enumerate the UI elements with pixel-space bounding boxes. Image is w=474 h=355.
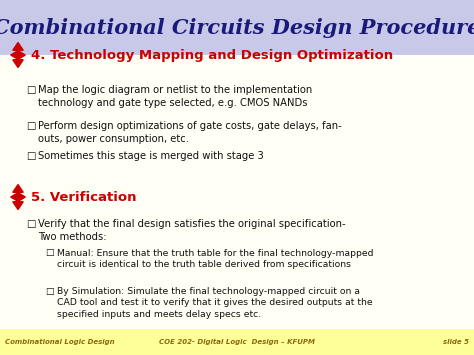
Polygon shape	[13, 185, 23, 192]
Bar	[0, 329, 474, 355]
Text: slide 5: slide 5	[443, 339, 469, 345]
Text: □: □	[26, 121, 36, 131]
Text: □: □	[26, 85, 36, 95]
Polygon shape	[13, 60, 23, 67]
Text: Perform design optimizations of gate costs, gate delays, fan-
outs, power consum: Perform design optimizations of gate cos…	[38, 121, 342, 143]
Text: COE 202- Digital Logic  Design – KFUPM: COE 202- Digital Logic Design – KFUPM	[159, 339, 315, 345]
Text: □: □	[26, 219, 36, 229]
Polygon shape	[13, 43, 23, 50]
Text: Sometimes this stage is merged with stage 3: Sometimes this stage is merged with stag…	[38, 151, 264, 161]
Polygon shape	[11, 51, 25, 59]
Polygon shape	[11, 193, 25, 201]
Text: □: □	[26, 151, 36, 161]
Text: 4. Technology Mapping and Design Optimization: 4. Technology Mapping and Design Optimiz…	[31, 49, 393, 61]
Text: □: □	[45, 248, 54, 257]
Text: 5. Verification: 5. Verification	[31, 191, 137, 203]
Text: Combinational Circuits Design Procedure: Combinational Circuits Design Procedure	[0, 17, 474, 38]
Text: Combinational Logic Design: Combinational Logic Design	[5, 339, 114, 345]
Text: By Simulation: Simulate the final technology-mapped circuit on a
CAD tool and te: By Simulation: Simulate the final techno…	[57, 287, 373, 319]
Text: Manual: Ensure that the truth table for the final technology-mapped
circuit is i: Manual: Ensure that the truth table for …	[57, 248, 374, 269]
Bar	[0, 0, 474, 55]
Text: Map the logic diagram or netlist to the implementation
technology and gate type : Map the logic diagram or netlist to the …	[38, 85, 312, 108]
Polygon shape	[13, 202, 23, 209]
Text: Verify that the final design satisfies the original specification-
Two methods:: Verify that the final design satisfies t…	[38, 219, 346, 242]
Text: □: □	[45, 287, 54, 296]
